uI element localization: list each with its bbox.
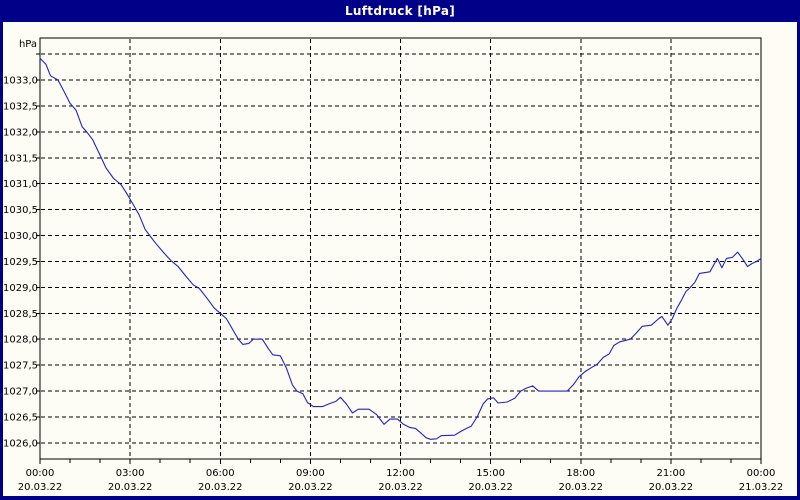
chart-panel: [3, 22, 797, 496]
y-axis-unit-label: hPa: [18, 39, 37, 50]
title-bar: Luftdruck [hPa]: [0, 0, 800, 22]
chart-title: Luftdruck [hPa]: [344, 4, 456, 18]
